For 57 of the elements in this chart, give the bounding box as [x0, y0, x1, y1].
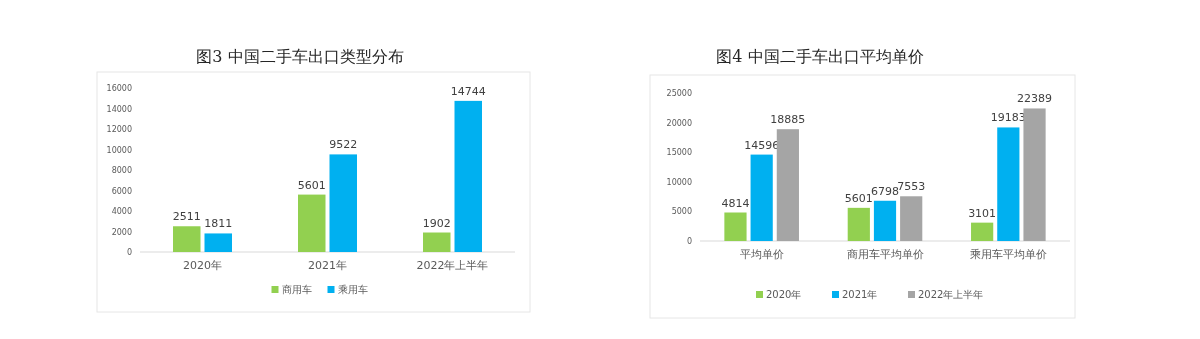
data-label: 14744 — [450, 84, 486, 98]
y-tick-label: 4000 — [111, 207, 132, 216]
x-tick-label: 2022年上半年 — [416, 259, 489, 272]
bar — [454, 100, 482, 252]
y-tick-label: 12000 — [106, 125, 132, 134]
data-label: 9522 — [329, 138, 358, 152]
data-label: 4814 — [721, 196, 750, 210]
y-tick-label: 10000 — [666, 177, 692, 187]
bar — [1023, 108, 1046, 241]
y-tick-label: 20000 — [666, 118, 692, 128]
bar — [423, 232, 451, 252]
bar — [750, 154, 773, 241]
bar — [873, 200, 897, 241]
y-tick-label: 25000 — [666, 89, 692, 98]
legend-label: 商用车 — [281, 284, 312, 295]
y-tick-label: 0 — [126, 248, 132, 257]
y-tick-label: 6000 — [111, 186, 132, 196]
y-tick-label: 0 — [686, 237, 692, 246]
legend-label: 2021年 — [842, 289, 878, 300]
legend-label: 乘用车 — [337, 284, 368, 295]
y-tick-label: 15000 — [666, 148, 692, 158]
bar — [204, 233, 232, 252]
x-tick-label: 平均单价 — [739, 248, 784, 261]
data-label: 6798 — [871, 184, 899, 198]
data-label: 1811 — [204, 217, 233, 231]
bar — [724, 212, 747, 241]
y-tick-label: 2000 — [111, 227, 132, 237]
bar — [997, 127, 1020, 241]
legend-label: 2020年 — [766, 289, 802, 300]
data-label: 5601 — [844, 191, 873, 205]
chart-title: 图3 中国二手车出口类型分布 — [196, 47, 404, 66]
data-label: 2511 — [172, 210, 201, 224]
data-label: 14596 — [744, 138, 780, 152]
data-label: 5601 — [297, 178, 326, 192]
bar — [776, 129, 799, 241]
data-label: 18885 — [770, 113, 806, 127]
bar — [329, 154, 357, 252]
x-tick-label: 乘用车平均单价 — [969, 248, 1047, 261]
chart-title: 图4 中国二手车出口平均单价 — [716, 47, 924, 66]
x-tick-label: 2020年 — [183, 259, 222, 272]
data-label: 1902 — [422, 216, 451, 230]
y-tick-label: 14000 — [106, 104, 132, 114]
y-tick-label: 16000 — [106, 84, 132, 93]
bar — [173, 226, 201, 252]
data-label: 3101 — [968, 206, 997, 220]
legend-label: 2022年上半年 — [918, 289, 984, 300]
data-label: 7553 — [897, 180, 926, 194]
bar — [298, 194, 326, 252]
y-tick-label: 10000 — [106, 145, 132, 155]
data-label: 22389 — [1017, 92, 1053, 106]
bar — [900, 196, 923, 241]
bar — [847, 207, 870, 241]
bar — [971, 222, 994, 241]
y-tick-label: 8000 — [111, 166, 132, 175]
y-tick-label: 5000 — [671, 207, 692, 217]
x-tick-label: 2021年 — [308, 259, 347, 272]
x-tick-label: 商用车平均单价 — [846, 248, 924, 261]
